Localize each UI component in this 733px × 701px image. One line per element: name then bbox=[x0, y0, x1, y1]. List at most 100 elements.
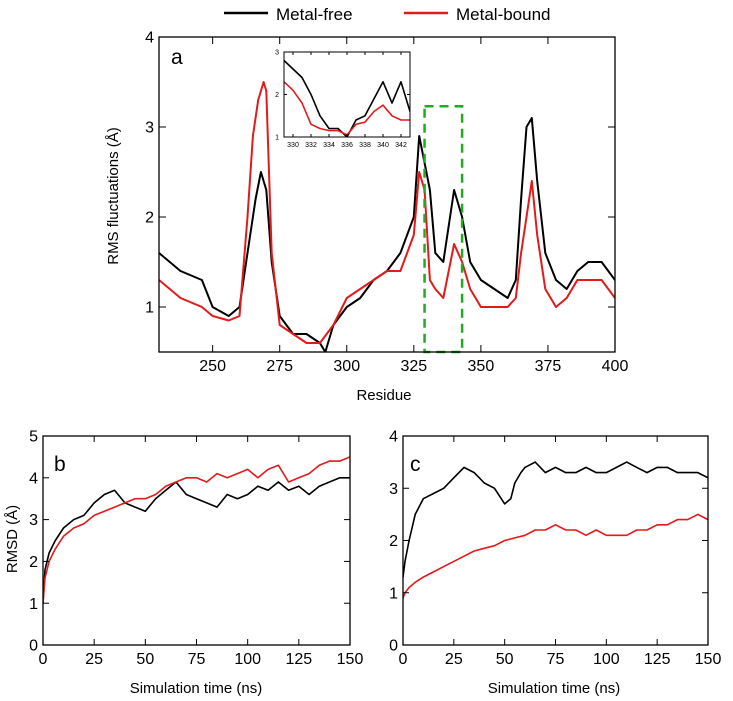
panel-a-inset-background bbox=[284, 52, 410, 137]
panel-a-point bbox=[536, 234, 538, 236]
panel-a-point bbox=[469, 261, 471, 263]
panel-a-point bbox=[359, 288, 361, 290]
panel-a-y-tick-label: 2 bbox=[145, 210, 154, 227]
panel-a-x-tick-label: 375 bbox=[535, 358, 562, 375]
panel-c-point bbox=[615, 466, 618, 468]
panel-c-point bbox=[605, 534, 607, 536]
panel-b-point bbox=[103, 493, 105, 496]
panel-b-y-tick-label: 0 bbox=[29, 638, 38, 655]
panel-a-point bbox=[520, 198, 522, 200]
panel-a-inset-x-tick-label: 332 bbox=[305, 142, 317, 149]
panel-c-x-tick-label: 75 bbox=[547, 651, 565, 668]
panel-a-point bbox=[305, 333, 308, 335]
panel-b-point bbox=[298, 485, 300, 487]
panel-a-point bbox=[480, 306, 482, 308]
panel-b-point bbox=[62, 527, 65, 529]
panel-c-point bbox=[453, 560, 455, 563]
panel-a-inset-point bbox=[355, 119, 357, 121]
panel-a-y-tick-label: 4 bbox=[145, 30, 154, 47]
panel-b-y-tick-label: 1 bbox=[29, 596, 38, 613]
panel-a-point bbox=[493, 288, 495, 290]
panel-a-point bbox=[525, 216, 528, 218]
panel-b-point bbox=[103, 510, 105, 512]
legend-label-metal-bound: Metal-bound bbox=[456, 5, 551, 24]
panel-c-point bbox=[676, 472, 679, 474]
panel-a-point bbox=[515, 297, 517, 299]
panel-b-point bbox=[73, 519, 75, 521]
panel-b-point bbox=[175, 481, 177, 483]
panel-a-inset-point bbox=[337, 130, 339, 132]
panel-a-x-tick-label: 275 bbox=[266, 358, 293, 375]
panel-a-letter: a bbox=[171, 46, 183, 69]
panel-a-point bbox=[469, 288, 471, 290]
panel-c-point bbox=[414, 513, 416, 516]
panel-b-point bbox=[48, 552, 50, 554]
panel-c-point bbox=[432, 571, 435, 573]
panel-b-point bbox=[155, 493, 157, 496]
panel-b-point bbox=[83, 523, 85, 525]
panel-c-y-tick-label: 2 bbox=[389, 533, 398, 550]
panel-b-point bbox=[247, 493, 249, 496]
panel-b-point bbox=[93, 514, 95, 517]
panel-b-point bbox=[134, 506, 136, 508]
panel-a-point bbox=[520, 252, 522, 254]
panel-a-point bbox=[566, 297, 568, 299]
panel-a-x-tick-label: 325 bbox=[400, 358, 427, 375]
panel-a-series-metal-bound bbox=[159, 81, 615, 344]
panel-a-point bbox=[413, 216, 415, 218]
panel-a-point bbox=[292, 333, 294, 335]
panel-c-point bbox=[646, 529, 648, 531]
panel-b-x-tick-label: 125 bbox=[285, 651, 312, 668]
panel-c-point bbox=[432, 492, 435, 495]
panel-c-point bbox=[636, 466, 638, 468]
panel-c-series-metal-bound bbox=[403, 513, 708, 599]
panel-a-x-tick-label: 400 bbox=[602, 358, 629, 375]
panel-a-point bbox=[531, 180, 533, 182]
panel-c-point bbox=[534, 529, 536, 531]
panel-a-point bbox=[453, 243, 455, 245]
panel-b-point bbox=[226, 477, 228, 479]
panel-a-inset-y-tick-label: 1 bbox=[275, 134, 279, 141]
panel-b-y-tick-label: 3 bbox=[29, 512, 38, 529]
panel-b-letter: b bbox=[54, 453, 66, 476]
panel-a-point bbox=[346, 306, 348, 308]
legend-label-metal-free: Metal-free bbox=[276, 5, 353, 24]
panel-a-xlabel: Residue bbox=[356, 387, 411, 404]
panel-a-point bbox=[386, 270, 388, 272]
panel-b-point bbox=[195, 498, 198, 500]
panel-b-point bbox=[288, 489, 290, 491]
panel-b-point bbox=[267, 489, 269, 491]
panel-a-point bbox=[212, 315, 214, 317]
panel-c-point bbox=[422, 576, 424, 578]
panel-a-inset-point bbox=[364, 115, 366, 117]
panel-c-point bbox=[565, 529, 567, 531]
panel-c-point bbox=[483, 547, 485, 549]
panel-a-x-tick-label: 300 bbox=[333, 358, 360, 375]
panel-c-point bbox=[493, 487, 496, 489]
panel-c-point bbox=[554, 524, 557, 526]
panel-b-point bbox=[308, 493, 310, 496]
panel-a-inset-point bbox=[337, 127, 339, 130]
panel-a-point bbox=[566, 288, 568, 290]
panel-c-point bbox=[443, 566, 445, 568]
panel-b-point bbox=[216, 506, 218, 508]
panel-c-point bbox=[575, 472, 577, 474]
panel-c-x-tick-label: 50 bbox=[496, 651, 514, 668]
panel-b-point bbox=[339, 460, 341, 462]
panel-a-inset-point bbox=[400, 119, 402, 121]
panel-b-point bbox=[277, 481, 279, 483]
panel-a-point bbox=[461, 261, 463, 263]
panel-a-y-tick-label: 3 bbox=[145, 120, 154, 137]
panel-c-series-metal-free bbox=[403, 461, 708, 578]
panel-b-point bbox=[44, 577, 46, 579]
panel-c-point bbox=[585, 534, 587, 536]
panel-b-point bbox=[206, 502, 208, 504]
panel-c-point bbox=[520, 472, 522, 474]
panel-a-point bbox=[442, 297, 444, 299]
panel-c-point bbox=[453, 477, 455, 479]
panel-b-point bbox=[298, 477, 300, 479]
panel-a-point bbox=[525, 126, 528, 128]
panel-b-point bbox=[288, 481, 290, 483]
panel-a-point bbox=[576, 279, 579, 281]
